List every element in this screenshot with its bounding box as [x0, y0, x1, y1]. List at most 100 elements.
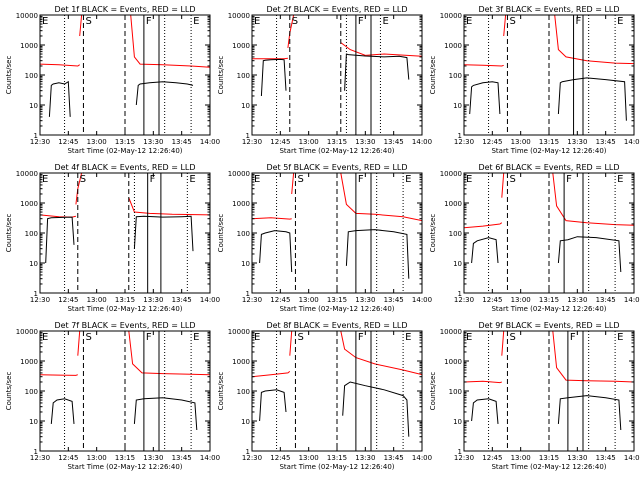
- y-tick-label: 1000: [444, 42, 462, 50]
- x-tick-label: 13:00: [87, 296, 107, 304]
- x-tick-label: 14:00: [200, 138, 220, 146]
- panel-title: Det 6f BLACK = Events, RED = LLD: [478, 163, 619, 172]
- series-line: [345, 54, 409, 91]
- plot-area: [252, 173, 422, 293]
- y-axis-label: Counts/sec: [217, 372, 225, 411]
- marker-label-e: E: [254, 16, 260, 27]
- y-tick-label: 1000: [20, 200, 38, 208]
- lld-series: [40, 331, 210, 375]
- x-tick-label: 14:00: [200, 454, 220, 462]
- x-tick-label: 13:30: [143, 138, 163, 146]
- marker-label-s: S: [85, 332, 91, 343]
- events-series: [46, 216, 193, 263]
- series-line: [80, 15, 84, 36]
- y-tick-label: 10000: [16, 328, 38, 336]
- x-tick-label: 13:00: [87, 138, 107, 146]
- y-tick-label: 10000: [440, 12, 462, 20]
- y-tick-label: 10000: [440, 328, 462, 336]
- series-line: [40, 375, 78, 376]
- series-line: [49, 82, 70, 117]
- marker-label-e: E: [617, 16, 623, 27]
- x-axis-label: Start Time (02-May-12 12:26:40): [279, 463, 394, 471]
- marker-label-e: E: [617, 332, 623, 343]
- y-axis-label: Counts/sec: [5, 56, 13, 95]
- series-line: [502, 173, 508, 198]
- x-tick-label: 12:45: [58, 454, 78, 462]
- series-line: [129, 198, 210, 215]
- marker-label-f: F: [570, 332, 576, 343]
- x-tick-label: 12:45: [58, 138, 78, 146]
- y-tick-label: 1000: [444, 358, 462, 366]
- marker-label-e: E: [254, 174, 260, 185]
- events-series: [260, 230, 409, 279]
- y-tick-label: 10: [241, 418, 250, 426]
- y-tick-label: 100: [449, 230, 462, 238]
- y-tick-label: 1: [34, 448, 38, 456]
- x-tick-label: 12:45: [270, 138, 290, 146]
- series-line: [252, 371, 290, 376]
- x-tick-label: 13:15: [539, 296, 559, 304]
- x-tick-label: 13:30: [567, 454, 587, 462]
- events-series: [472, 396, 621, 430]
- y-tick-label: 100: [25, 388, 38, 396]
- y-tick-label: 10000: [228, 12, 250, 20]
- x-tick-label: 13:15: [327, 296, 347, 304]
- marker-label-s: S: [80, 174, 86, 185]
- x-tick-label: 13:15: [539, 138, 559, 146]
- series-line: [464, 381, 502, 382]
- series-line: [502, 331, 508, 356]
- marker-label-e: E: [466, 174, 472, 185]
- x-tick-label: 14:00: [412, 454, 432, 462]
- x-tick-label: 13:45: [172, 296, 192, 304]
- marker-label-f: F: [566, 174, 572, 185]
- x-tick-label: 13:30: [567, 296, 587, 304]
- y-tick-label: 10: [29, 418, 38, 426]
- marker-label-e: E: [189, 174, 195, 185]
- x-tick-label: 14:00: [624, 454, 640, 462]
- x-tick-label: 13:15: [539, 454, 559, 462]
- marker-label-e: E: [193, 332, 199, 343]
- x-axis-label: Start Time (02-May-12 12:26:40): [67, 305, 182, 313]
- panel-title: Det 1f BLACK = Events, RED = LLD: [54, 5, 195, 14]
- marker-label-s: S: [85, 16, 91, 27]
- x-tick-label: 13:45: [172, 138, 192, 146]
- x-tick-label: 13:45: [172, 454, 192, 462]
- series-line: [472, 238, 498, 263]
- x-tick-label: 13:15: [327, 138, 347, 146]
- marker-label-e: E: [405, 332, 411, 343]
- marker-label-e: E: [254, 332, 260, 343]
- panel-title: Det 8f BLACK = Events, RED = LLD: [266, 321, 407, 330]
- x-axis-label: Start Time (02-May-12 12:26:40): [67, 147, 182, 155]
- panel-title: Det 4f BLACK = Events, RED = LLD: [54, 163, 195, 172]
- x-axis-label: Start Time (02-May-12 12:26:40): [279, 305, 394, 313]
- series-line: [472, 399, 498, 424]
- x-tick-label: 14:00: [624, 138, 640, 146]
- series-line: [51, 399, 74, 424]
- x-axis-label: Start Time (02-May-12 12:26:40): [491, 463, 606, 471]
- y-tick-label: 1: [458, 448, 462, 456]
- lld-series: [40, 173, 210, 217]
- y-tick-label: 1: [458, 290, 462, 298]
- x-tick-label: 13:00: [511, 454, 531, 462]
- plot-area: [252, 15, 422, 135]
- x-tick-label: 13:45: [596, 138, 616, 146]
- y-tick-label: 10: [453, 418, 462, 426]
- series-line: [78, 331, 84, 356]
- y-tick-label: 1: [34, 290, 38, 298]
- marker-label-s: S: [297, 174, 303, 185]
- y-tick-label: 1: [246, 290, 250, 298]
- y-axis-label: Counts/sec: [429, 56, 437, 95]
- series-line: [40, 64, 80, 66]
- x-tick-label: 13:45: [384, 454, 404, 462]
- x-tick-label: 12:45: [270, 296, 290, 304]
- x-tick-label: 14:00: [624, 296, 640, 304]
- plot-area: [40, 173, 210, 293]
- y-axis-label: Counts/sec: [429, 372, 437, 411]
- x-tick-label: 13:30: [143, 454, 163, 462]
- x-tick-label: 13:30: [355, 138, 375, 146]
- plot-area: [40, 15, 210, 135]
- marker-label-e: E: [42, 16, 48, 27]
- marker-label-s: S: [509, 16, 515, 27]
